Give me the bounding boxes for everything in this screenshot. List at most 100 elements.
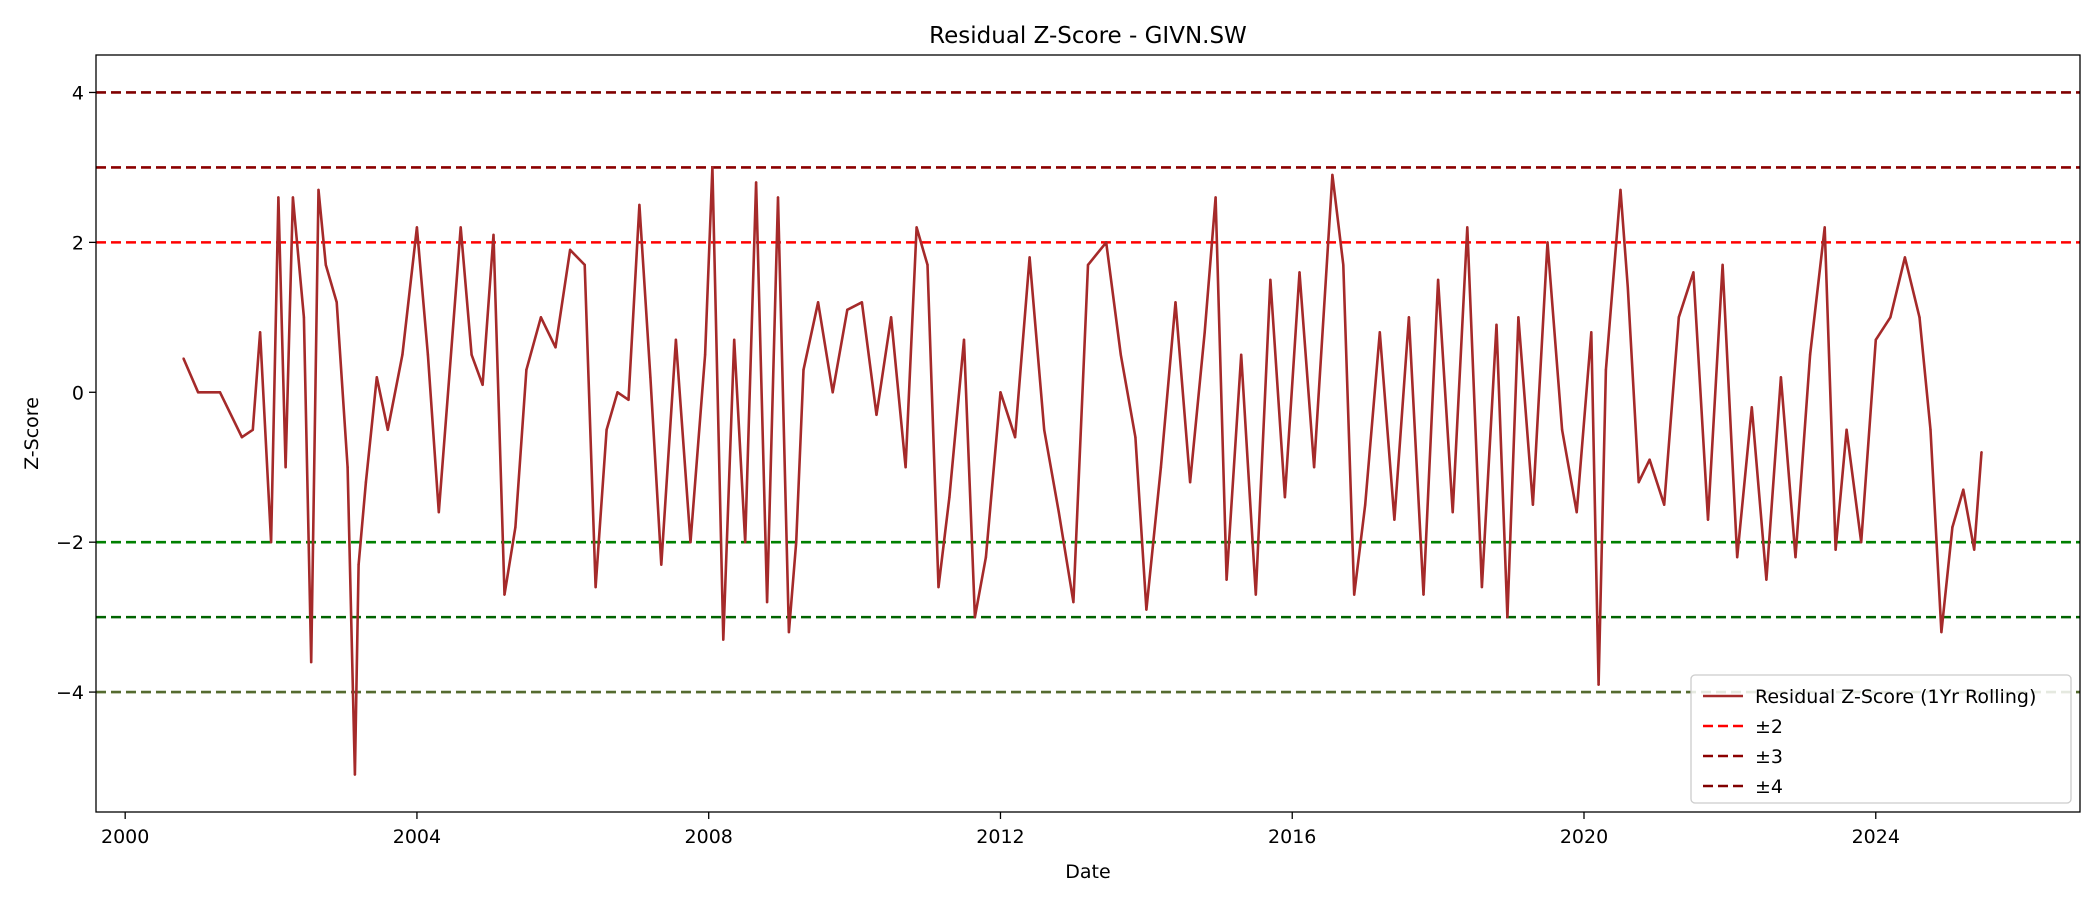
data-point-10 bbox=[302, 316, 306, 319]
data-point-8 bbox=[284, 466, 287, 469]
data-point-21 bbox=[401, 353, 404, 357]
data-point-94 bbox=[1331, 173, 1334, 177]
data-point-40 bbox=[627, 398, 630, 401]
data-point-36 bbox=[583, 263, 586, 267]
data-point-35 bbox=[568, 248, 572, 252]
data-point-28 bbox=[481, 383, 484, 386]
plot-frame bbox=[95, 54, 2081, 813]
data-point-139 bbox=[1929, 428, 1932, 431]
data-point-55 bbox=[795, 540, 798, 544]
data-point-106 bbox=[1495, 323, 1498, 327]
data-point-48 bbox=[722, 638, 725, 641]
data-point-59 bbox=[846, 308, 849, 312]
data-point-85 bbox=[1203, 331, 1206, 334]
data-point-7 bbox=[277, 196, 280, 199]
data-point-75 bbox=[1057, 510, 1061, 514]
data-point-53 bbox=[776, 196, 780, 199]
data-point-110 bbox=[1546, 241, 1549, 244]
data-point-56 bbox=[802, 368, 805, 371]
data-point-136 bbox=[1889, 316, 1892, 319]
legend: Residual Z-Score (1Yr Rolling) ±2 ±3 ±4 bbox=[1690, 674, 2072, 804]
data-point-89 bbox=[1254, 593, 1257, 596]
data-point-116 bbox=[1619, 188, 1622, 192]
data-point-57 bbox=[816, 301, 820, 304]
data-point-144 bbox=[1980, 451, 1983, 454]
data-point-58 bbox=[831, 391, 834, 394]
data-point-121 bbox=[1677, 316, 1681, 319]
data-point-52 bbox=[765, 600, 769, 604]
data-point-86 bbox=[1214, 196, 1217, 199]
data-point-41 bbox=[638, 203, 641, 207]
data-point-137 bbox=[1903, 256, 1907, 259]
data-point-14 bbox=[335, 301, 338, 304]
data-point-16 bbox=[353, 773, 357, 776]
data-point-61 bbox=[875, 413, 878, 416]
data-point-140 bbox=[1940, 630, 1943, 634]
data-point-127 bbox=[1765, 578, 1768, 581]
data-point-6 bbox=[269, 540, 273, 544]
y-tick-label-4: −4 bbox=[56, 682, 84, 704]
data-point-54 bbox=[787, 630, 791, 634]
data-point-80 bbox=[1134, 436, 1137, 439]
data-point-22 bbox=[415, 226, 419, 229]
data-point-13 bbox=[324, 263, 327, 267]
data-point-128 bbox=[1779, 376, 1783, 379]
data-point-142 bbox=[1962, 488, 1965, 491]
data-point-132 bbox=[1834, 548, 1837, 551]
data-point-143 bbox=[1973, 548, 1976, 551]
data-point-91 bbox=[1283, 496, 1287, 499]
data-point-17 bbox=[357, 563, 360, 566]
data-point-12 bbox=[317, 188, 320, 192]
data-point-125 bbox=[1735, 555, 1739, 559]
data-point-25 bbox=[448, 368, 451, 371]
data-point-69 bbox=[973, 615, 977, 619]
data-point-105 bbox=[1480, 585, 1484, 589]
data-point-37 bbox=[594, 585, 597, 589]
data-point-18 bbox=[364, 481, 368, 484]
data-point-124 bbox=[1721, 263, 1724, 267]
data-point-81 bbox=[1145, 608, 1148, 611]
data-point-109 bbox=[1531, 503, 1535, 506]
data-point-38 bbox=[605, 428, 608, 431]
data-point-62 bbox=[889, 316, 893, 319]
data-point-138 bbox=[1918, 316, 1921, 319]
data-point-32 bbox=[525, 368, 528, 371]
data-point-101 bbox=[1422, 593, 1425, 596]
data-point-129 bbox=[1794, 555, 1797, 559]
data-point-74 bbox=[1043, 428, 1046, 431]
data-point-122 bbox=[1692, 271, 1695, 274]
data-point-79 bbox=[1119, 353, 1123, 357]
data-point-34 bbox=[554, 346, 557, 349]
data-point-19 bbox=[375, 376, 379, 379]
data-point-68 bbox=[962, 338, 966, 342]
data-point-120 bbox=[1663, 503, 1666, 506]
data-point-131 bbox=[1823, 226, 1826, 229]
data-point-88 bbox=[1239, 353, 1243, 357]
data-point-84 bbox=[1188, 481, 1192, 484]
data-point-50 bbox=[743, 540, 747, 544]
y-axis-label: Z-Score bbox=[21, 397, 43, 470]
data-point-126 bbox=[1750, 406, 1753, 409]
legend-label-3: ±4 bbox=[1755, 776, 1783, 798]
data-point-71 bbox=[999, 391, 1002, 394]
data-point-51 bbox=[754, 181, 758, 184]
data-point-95 bbox=[1342, 263, 1345, 267]
data-point-31 bbox=[514, 525, 517, 529]
data-point-103 bbox=[1451, 510, 1454, 514]
y-tick-label-1: 2 bbox=[72, 232, 84, 254]
data-point-4 bbox=[251, 428, 255, 431]
data-point-134 bbox=[1859, 540, 1863, 544]
data-point-65 bbox=[926, 263, 929, 267]
data-point-93 bbox=[1312, 466, 1316, 469]
data-point-92 bbox=[1298, 271, 1301, 274]
data-point-130 bbox=[1808, 353, 1812, 357]
data-point-119 bbox=[1648, 458, 1651, 461]
data-point-47 bbox=[711, 166, 714, 169]
data-point-0 bbox=[182, 357, 185, 360]
data-point-123 bbox=[1706, 518, 1710, 521]
data-point-46 bbox=[703, 353, 707, 357]
legend-label-0: Residual Z-Score (1Yr Rolling) bbox=[1755, 686, 2036, 708]
data-point-90 bbox=[1269, 278, 1272, 282]
